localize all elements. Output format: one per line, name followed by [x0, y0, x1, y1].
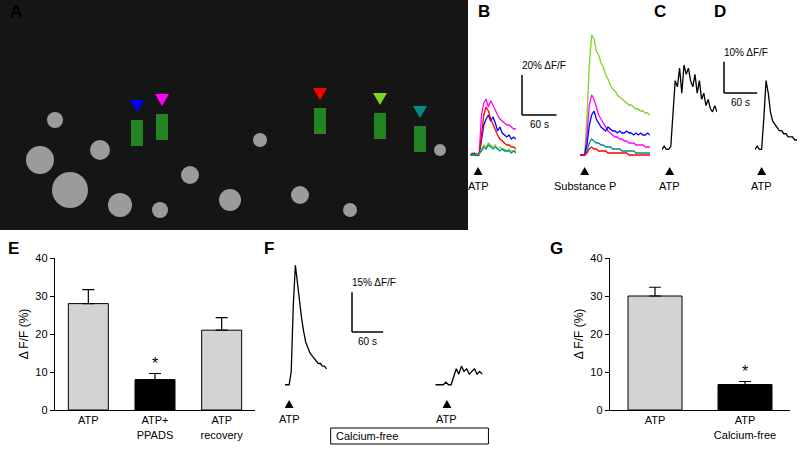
svg-text:ATP: ATP: [78, 414, 99, 426]
svg-text:10: 10: [35, 366, 47, 378]
svg-text:Calcium-free: Calcium-free: [336, 430, 398, 442]
svg-text:*: *: [152, 355, 158, 372]
svg-text:A: A: [10, 2, 22, 21]
svg-text:ATP+PPADS: ATP+PPADS: [137, 414, 173, 440]
svg-text:Δ F/F (%): Δ F/F (%): [572, 309, 586, 360]
svg-text:F: F: [264, 239, 274, 258]
svg-text:ATP: ATP: [645, 414, 666, 426]
svg-text:D: D: [714, 2, 726, 21]
svg-text:15% ΔF/F: 15% ΔF/F: [352, 277, 396, 288]
svg-text:30: 30: [35, 290, 47, 302]
svg-text:ATP: ATP: [436, 413, 457, 425]
svg-text:0: 0: [596, 404, 602, 416]
svg-text:ATP: ATP: [659, 180, 680, 192]
svg-text:ATPCalcium-free: ATPCalcium-free: [714, 414, 776, 440]
svg-text:ATP: ATP: [751, 180, 772, 192]
svg-text:ATP: ATP: [279, 413, 300, 425]
svg-text:20% ΔF/F: 20% ΔF/F: [522, 60, 566, 71]
svg-text:30: 30: [590, 290, 602, 302]
svg-text:40: 40: [35, 252, 47, 264]
svg-text:20: 20: [590, 328, 602, 340]
svg-text:E: E: [8, 239, 19, 258]
svg-text:C: C: [654, 2, 666, 21]
svg-text:Substance P: Substance P: [554, 180, 616, 192]
svg-text:60 s: 60 s: [530, 119, 549, 130]
svg-text:ATP: ATP: [468, 180, 489, 192]
svg-text:G: G: [550, 239, 563, 258]
svg-text:10: 10: [590, 366, 602, 378]
svg-text:60 s: 60 s: [358, 336, 377, 347]
svg-text:60 s: 60 s: [731, 97, 750, 108]
svg-text:Δ F/F (%): Δ F/F (%): [17, 309, 31, 360]
svg-text:B: B: [478, 2, 490, 21]
svg-text:40: 40: [590, 252, 602, 264]
svg-text:10% ΔF/F: 10% ΔF/F: [724, 47, 768, 58]
svg-text:0: 0: [41, 404, 47, 416]
svg-text:*: *: [742, 363, 748, 380]
svg-text:20: 20: [35, 328, 47, 340]
svg-text:ATPrecovery: ATPrecovery: [201, 414, 244, 440]
